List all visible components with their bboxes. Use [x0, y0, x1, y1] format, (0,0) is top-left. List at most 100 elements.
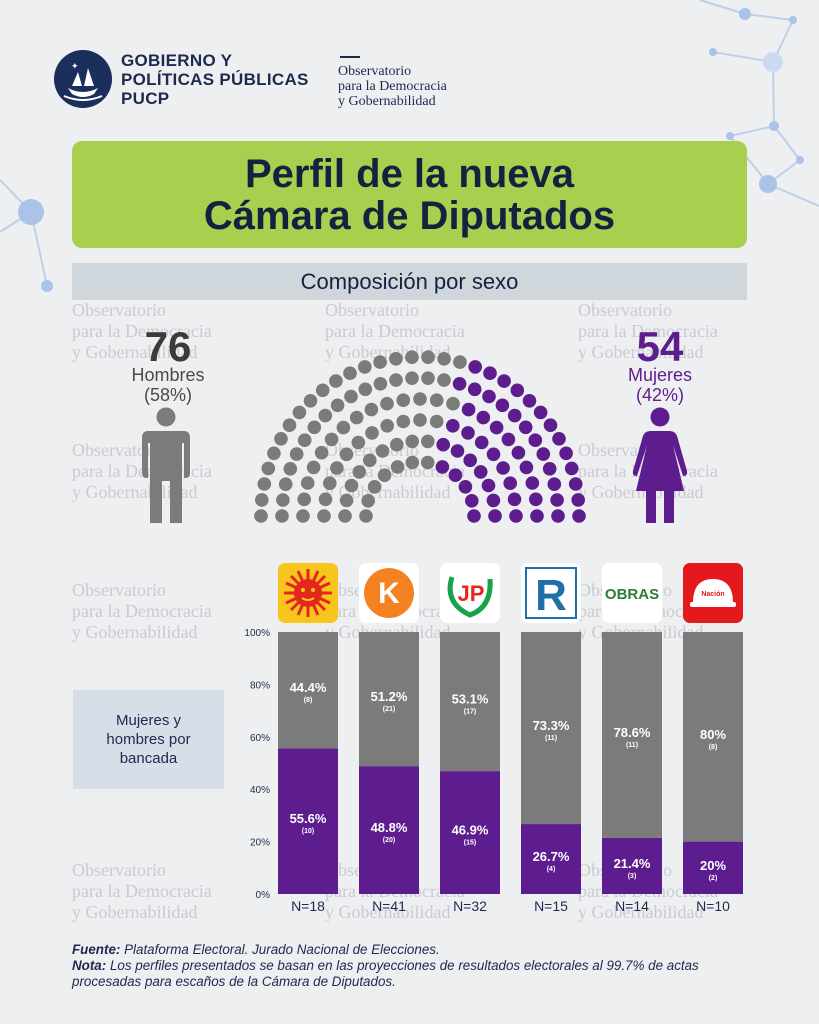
seat-women — [507, 408, 522, 423]
source-label: Fuente: — [72, 942, 121, 957]
bar-men — [683, 632, 743, 842]
seat-men — [358, 360, 372, 374]
seat-men — [261, 461, 276, 476]
y-tick-label: 40% — [250, 785, 270, 796]
section-title: Composición por sexo — [72, 263, 747, 300]
bar-men — [440, 632, 500, 772]
seat-women — [467, 382, 482, 397]
chart-legend-box: Mujeres y hombres por bancada — [73, 690, 224, 789]
data-label-men: 78.6% — [614, 725, 651, 740]
seat-women — [435, 460, 450, 474]
seat-men — [375, 444, 390, 458]
seat-women — [473, 465, 488, 479]
seat-men — [267, 446, 281, 461]
seat-men — [318, 408, 333, 423]
seat-men — [324, 432, 339, 447]
seat-women — [529, 492, 543, 507]
women-count: 54 — [636, 323, 684, 370]
bar-women — [440, 771, 500, 894]
parliament-chart — [254, 350, 586, 523]
seat-men — [367, 480, 382, 494]
seat-men — [257, 477, 272, 491]
seat-women — [509, 509, 523, 523]
seat-men — [429, 393, 444, 407]
x-category-label: N=14 — [615, 898, 649, 914]
seat-men — [363, 453, 377, 468]
note-text: Los perfiles presentados se basan en las… — [72, 958, 699, 989]
x-category-label: N=41 — [372, 898, 406, 914]
helmet-logo: Nación — [683, 563, 743, 623]
seat-women — [497, 374, 511, 388]
woman-icon — [632, 407, 688, 523]
seat-women — [528, 433, 543, 447]
seat-women — [510, 383, 525, 398]
seat-women — [559, 446, 573, 461]
seat-men — [390, 460, 405, 474]
seat-men — [396, 393, 411, 407]
seat-men — [343, 366, 357, 380]
y-tick-label: 60% — [250, 733, 270, 744]
data-label-men: 53.1% — [452, 692, 489, 707]
seat-women — [461, 426, 475, 440]
seat-women — [552, 432, 566, 446]
seat-women — [461, 402, 476, 417]
page-title: Perfil de la nueva Cámara de Diputados — [72, 141, 747, 248]
seat-women — [564, 461, 579, 476]
seat-men — [255, 493, 269, 507]
seat-women — [530, 509, 544, 523]
seat-men — [413, 413, 427, 427]
seat-men — [437, 373, 451, 387]
seat-men — [421, 350, 435, 364]
seat-men — [329, 374, 343, 388]
seat-men — [420, 455, 435, 470]
y-tick-label: 0% — [256, 890, 271, 901]
x-category-label: N=18 — [291, 898, 325, 914]
seat-men — [344, 478, 359, 493]
data-label-women: 20% — [700, 858, 726, 873]
seat-women — [507, 492, 522, 507]
data-count-women: (15) — [464, 840, 476, 847]
data-count-women: (3) — [628, 873, 637, 880]
seat-women — [533, 405, 548, 420]
data-label-men: 51.2% — [371, 689, 408, 704]
data-count-men: (11) — [626, 742, 638, 749]
seat-men — [352, 465, 367, 479]
seat-men — [405, 455, 420, 470]
seat-women — [448, 468, 463, 482]
svg-text:Nación: Nación — [701, 591, 724, 598]
seat-men — [344, 389, 358, 404]
seat-women — [542, 462, 557, 476]
seat-men — [421, 371, 435, 385]
data-label-women: 21.4% — [614, 856, 651, 871]
data-label-men: 80% — [700, 727, 726, 742]
seat-men — [330, 398, 345, 413]
seat-women — [572, 509, 586, 523]
seat-men — [283, 462, 298, 476]
bar-men — [521, 632, 581, 825]
seat-women — [463, 453, 477, 468]
seat-women — [483, 366, 497, 380]
data-count-women: (20) — [383, 837, 395, 844]
seat-men — [297, 433, 312, 447]
seat-men — [351, 435, 366, 450]
seat-men — [336, 420, 351, 435]
bar-women — [359, 766, 419, 894]
women-percent: (42%) — [635, 385, 684, 405]
seat-women — [481, 478, 496, 493]
y-tick-label: 80% — [250, 680, 270, 691]
seat-men — [380, 419, 394, 433]
seat-men — [315, 383, 330, 398]
data-count-women: (4) — [547, 866, 556, 873]
seat-men — [389, 373, 403, 387]
seat-men — [413, 392, 427, 406]
seat-men — [323, 476, 337, 490]
seat-men — [339, 447, 354, 462]
svg-text:OBRAS: OBRAS — [605, 586, 659, 603]
seat-men — [453, 355, 467, 369]
seat-men — [364, 402, 379, 417]
data-count-women: (2) — [709, 875, 718, 882]
women-label: Mujeres — [627, 365, 693, 385]
seat-men — [421, 434, 435, 449]
